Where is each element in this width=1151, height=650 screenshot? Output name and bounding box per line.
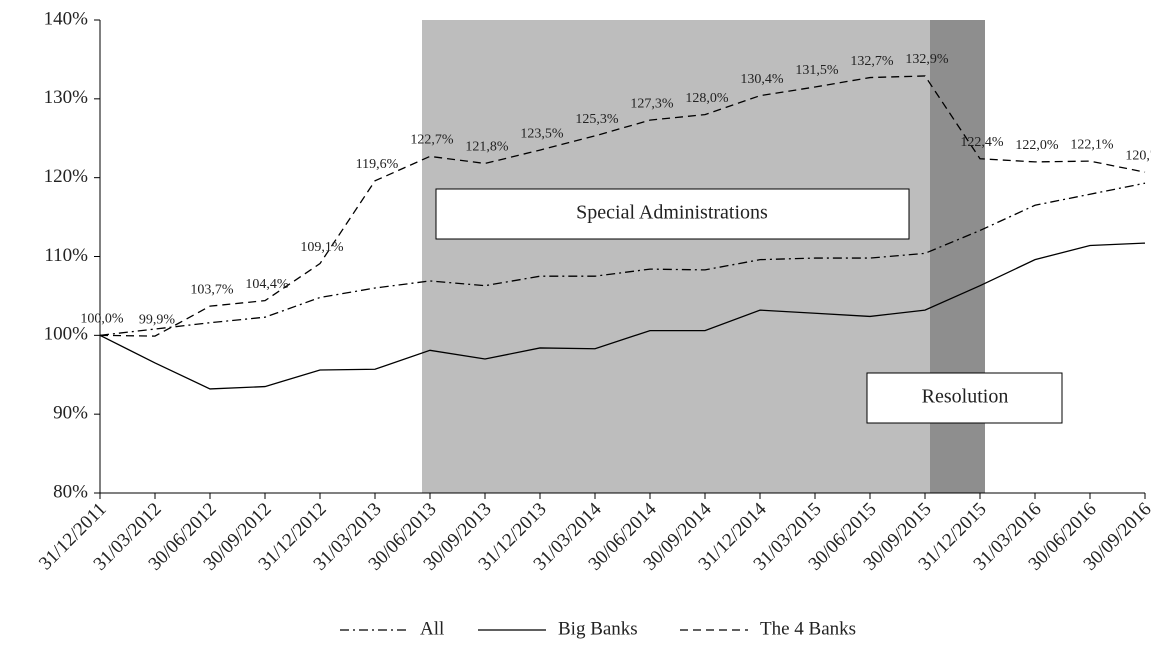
y-tick-label: 110% <box>44 245 88 266</box>
annotation-box <box>866 372 1063 424</box>
series-line <box>99 242 1146 390</box>
y-tick-label: 80% <box>53 481 88 502</box>
value-label: 127,3% <box>630 96 674 111</box>
value-label: 120,7% <box>1125 148 1151 163</box>
value-label: 99,9% <box>139 312 176 327</box>
legend-label: The 4 Banks <box>760 618 856 639</box>
value-label: 123,5% <box>520 126 564 141</box>
value-label: 125,3% <box>575 112 619 127</box>
value-label: 132,9% <box>905 52 949 67</box>
value-label: 119,6% <box>356 157 399 172</box>
y-tick-label: 100% <box>44 324 89 345</box>
y-tick-label: 90% <box>53 403 88 424</box>
value-label: 122,7% <box>410 133 454 148</box>
value-label: 109,1% <box>300 240 344 255</box>
legend-label: All <box>420 618 444 639</box>
value-label: 100,0% <box>80 312 124 327</box>
y-tick-label: 120% <box>44 166 89 187</box>
value-label: 131,5% <box>795 63 839 78</box>
y-tick-label: 130% <box>44 87 89 108</box>
value-label: 121,8% <box>465 140 509 155</box>
series-line <box>99 75 1146 337</box>
annotation: Special Administrations <box>576 202 768 224</box>
value-label: 122,4% <box>960 135 1004 150</box>
legend-label: Big Banks <box>558 618 638 639</box>
value-label: 132,7% <box>850 54 894 69</box>
series-line <box>99 182 1146 336</box>
value-label: 128,0% <box>685 91 729 106</box>
annotation-box <box>435 188 910 240</box>
value-label: 122,0% <box>1015 138 1059 153</box>
annotation: Resolution <box>922 386 1009 408</box>
value-label: 104,4% <box>245 277 289 292</box>
y-tick-label: 140% <box>44 8 89 29</box>
special-administration-period <box>422 20 930 493</box>
value-label: 130,4% <box>740 72 784 87</box>
value-label: 103,7% <box>190 282 234 297</box>
value-label: 122,1% <box>1070 137 1114 152</box>
